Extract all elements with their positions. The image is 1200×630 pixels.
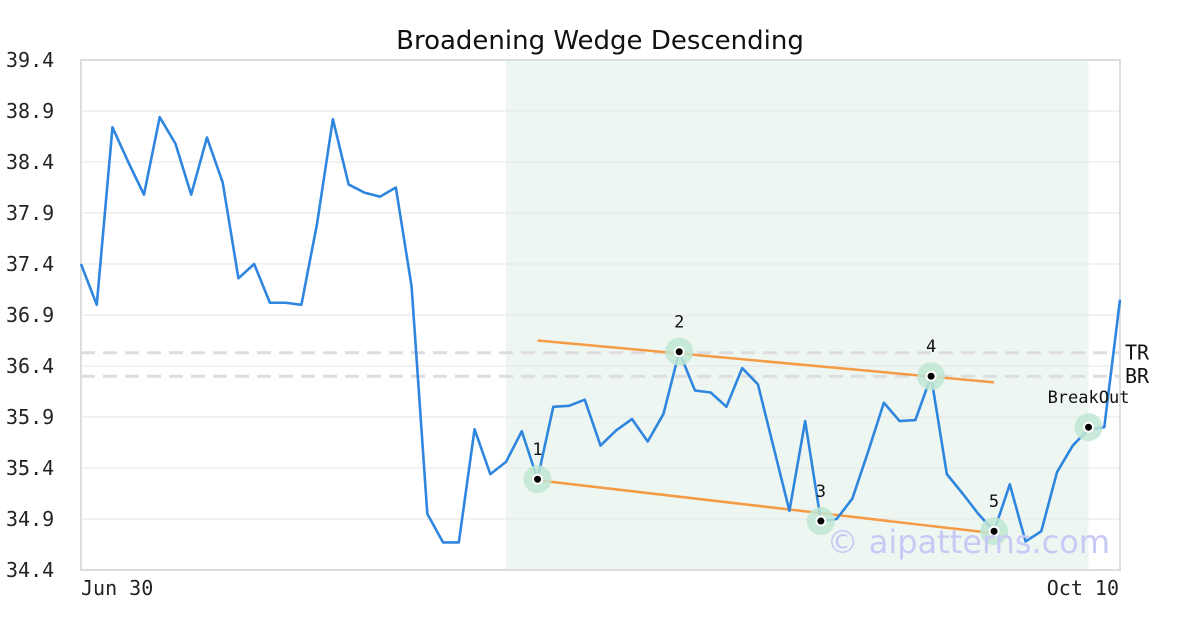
pivot-label: 3 [816,482,826,502]
y-tick-label: 38.9 [6,99,54,123]
y-tick-label: 35.9 [6,405,54,429]
y-tick-label: 37.4 [6,252,54,276]
y-tick-label: 35.4 [6,456,54,480]
pivot-label: BreakOut [1048,388,1130,408]
chart-title: Broadening Wedge Descending [396,26,804,56]
pivot-label: 1 [532,440,542,460]
y-axis: 39.4 38.9 38.4 37.9 37.4 36.9 36.4 35.9 35.4 34.9… [6,48,54,582]
pivot-dot [675,348,683,356]
x-tick-label: Jun 30 [81,576,153,600]
y-tick-label: 34.4 [6,558,54,582]
trendline-lower [537,478,995,535]
plot-frame [80,59,1121,571]
level-label-tr: TR [1125,341,1150,365]
pivot-dot [1085,423,1093,431]
y-tick-label: 36.9 [6,303,54,327]
y-tick-label: 38.4 [6,150,54,174]
pivot-dot [534,475,542,483]
pivot-dot [927,372,935,380]
pivot-label: 5 [989,492,999,512]
pivot-label: 4 [926,337,936,357]
y-tick-label: 39.4 [6,48,54,72]
x-axis: Jun 30 Oct 10 [81,576,1119,600]
pivot-dot [817,517,825,525]
pivot-label: 2 [674,313,684,333]
pivots: 1 2 3 4 5 BreakOut [523,313,1130,546]
y-tick-label: 37.9 [6,201,54,225]
y-tick-label: 34.9 [6,507,54,531]
plot-border [80,59,1121,571]
y-tick-label: 36.4 [6,354,54,378]
price-line [79,115,1122,544]
pivot-dot [990,527,998,535]
watermark: © aipatterns.com [827,523,1110,561]
level-label-br: BR [1125,364,1150,388]
series [79,115,1122,544]
x-tick-label: Oct 10 [1047,576,1119,600]
